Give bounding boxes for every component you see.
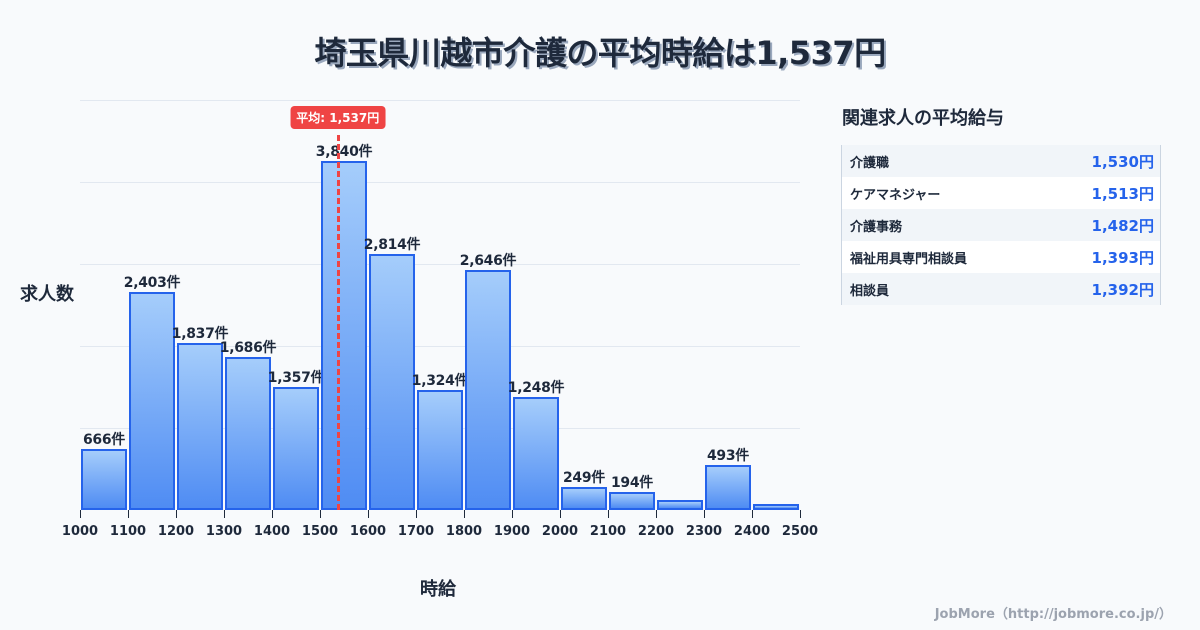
x-tick [80, 510, 81, 518]
bar-value-label: 493件 [706, 448, 750, 464]
x-tick-label: 1600 [349, 524, 387, 539]
x-tick-label: 2200 [637, 524, 675, 539]
job-name: ケアマネジャー [850, 187, 941, 203]
job-name: 相談員 [850, 283, 890, 299]
x-tick-label: 1700 [397, 524, 435, 539]
histogram-bar [705, 465, 751, 510]
x-tick [560, 510, 561, 518]
related-job-row: 相談員 1,392円 [842, 273, 1160, 305]
histogram-bar [753, 504, 799, 510]
x-tick [512, 510, 513, 518]
histogram-bar [177, 343, 223, 510]
job-name: 福祉用具専門相談員 [850, 251, 968, 267]
x-tick [128, 510, 129, 518]
job-wage: 1,392円 [1091, 280, 1154, 299]
related-job-row: 介護職 1,530円 [842, 145, 1160, 177]
histogram-bar [561, 487, 607, 510]
x-tick-label: 1300 [205, 524, 243, 539]
chart-title: 埼玉県川越市介護の平均時給は1,537円 [314, 34, 886, 72]
x-tick-label: 2300 [685, 524, 723, 539]
histogram-plot: 666件 2,403件 1,837件 1,686件 1,357件 3,840件 2,814件… [62, 100, 818, 539]
job-name: 介護事務 [850, 219, 903, 235]
average-line [336, 135, 340, 510]
x-tick-label: 2500 [781, 524, 819, 539]
x-tick-label: 1200 [157, 524, 195, 539]
bar-value-label: 1,248件 [507, 380, 565, 396]
y-axis-label: 求人数 [20, 284, 74, 305]
x-tick [176, 510, 177, 518]
x-tick [608, 510, 609, 518]
x-tick [224, 510, 225, 518]
histogram-bar [369, 254, 415, 510]
x-tick-label: 2400 [733, 524, 771, 539]
x-tick-label: 1800 [445, 524, 483, 539]
gridline [80, 346, 800, 347]
histogram-bar [609, 492, 655, 510]
x-tick [416, 510, 417, 518]
x-tick [368, 510, 369, 518]
bar-value-label: 1,837件 [171, 326, 229, 342]
bar-value-label: 3,840件 [315, 144, 373, 160]
histogram-bar [273, 387, 319, 510]
x-tick-label: 1400 [253, 524, 291, 539]
histogram-bar [321, 161, 367, 510]
bar-value-label: 194件 [610, 475, 654, 491]
bar-value-label: 1,686件 [219, 340, 277, 356]
x-tick [752, 510, 753, 518]
histogram-bar [225, 357, 271, 510]
x-tick-label: 1500 [301, 524, 339, 539]
job-name: 介護職 [850, 155, 890, 171]
job-wage: 1,513円 [1091, 184, 1154, 203]
x-axis-label: 時給 [420, 579, 456, 600]
x-tick [320, 510, 321, 518]
bar-value-label: 1,357件 [267, 370, 325, 386]
x-tick-label: 1000 [61, 524, 99, 539]
related-jobs-table: 介護職 1,530円 ケアマネジャー 1,513円 介護事務 1,482円 福祉… [841, 145, 1161, 305]
average-badge: 平均: 1,537円 [290, 106, 386, 129]
x-tick [272, 510, 273, 518]
job-wage: 1,393円 [1091, 248, 1154, 267]
job-wage: 1,530円 [1091, 152, 1154, 171]
x-tick-label: 2100 [589, 524, 627, 539]
gridline [80, 100, 800, 101]
histogram-bar [129, 292, 175, 510]
bar-value-label: 1,324件 [411, 373, 469, 389]
histogram-bar [81, 449, 127, 510]
bar-value-label: 666件 [82, 432, 126, 448]
gridline [80, 182, 800, 183]
related-job-row: 福祉用具専門相談員 1,393円 [842, 241, 1160, 273]
source-credit: JobMore（http://jobmore.co.jp/） [934, 607, 1172, 622]
histogram-bar [657, 500, 703, 510]
x-tick [464, 510, 465, 518]
x-tick [800, 510, 801, 518]
bar-value-label: 249件 [562, 470, 606, 486]
bar-value-label: 2,646件 [459, 253, 517, 269]
x-tick-label: 2000 [541, 524, 579, 539]
related-job-row: ケアマネジャー 1,513円 [842, 177, 1160, 209]
x-tick-label: 1900 [493, 524, 531, 539]
related-job-row: 介護事務 1,482円 [842, 209, 1160, 241]
x-tick [704, 510, 705, 518]
job-wage: 1,482円 [1091, 216, 1154, 235]
bar-value-label: 2,403件 [123, 275, 181, 291]
x-tick-label: 1100 [109, 524, 147, 539]
histogram-bar [465, 270, 511, 510]
x-tick [656, 510, 657, 518]
histogram-bar [513, 397, 559, 510]
bar-value-label: 2,814件 [363, 237, 421, 253]
histogram-bar [417, 390, 463, 510]
gridline [80, 264, 800, 265]
related-jobs-title: 関連求人の平均給与 [842, 108, 1004, 129]
